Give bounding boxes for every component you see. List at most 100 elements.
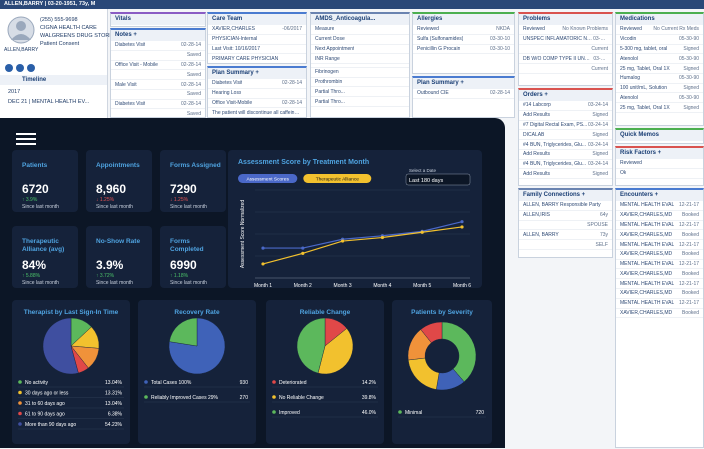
row-text: #7 Digital Rectal Exam, PS... bbox=[523, 121, 588, 128]
row-meta: Saved bbox=[186, 110, 201, 117]
row-meta: 12-21-17 bbox=[678, 221, 699, 228]
row-meta: Signed bbox=[592, 131, 608, 138]
row-text: XAVIER,CHARLES,MD bbox=[620, 309, 673, 316]
row-text: DICALAB bbox=[523, 131, 545, 138]
patient-header: ALLEN,BARRY | 03-20-1951, 73y, M bbox=[0, 0, 704, 9]
widget: Orders + #14 Labcorp 03-24-14 Add Results Si… bbox=[518, 88, 613, 186]
row-text: Partial Thro... bbox=[315, 98, 345, 105]
widget-title: Plan Summary + bbox=[413, 78, 514, 89]
kpi-label: Appointments bbox=[96, 162, 140, 169]
row-meta: 05-30-90 bbox=[678, 75, 699, 82]
widget-title: Medications bbox=[616, 14, 703, 25]
legend-label: No Reliable Change bbox=[279, 395, 324, 401]
legend-dot bbox=[272, 395, 276, 399]
legend-value: 54.23% bbox=[105, 422, 123, 428]
row-text: MENTAL HEALTH EVAL bbox=[620, 300, 675, 307]
widget-row: ALLEN,IRIS 64y bbox=[519, 211, 612, 221]
widget-row: ALLEN, BARRY Responsible Party bbox=[519, 201, 612, 211]
row-text: XAVIER,CHARLES,MD bbox=[620, 290, 673, 297]
legend-dot bbox=[18, 401, 22, 405]
widget-row: Atenolol 05-30-90 bbox=[616, 54, 703, 65]
widget-title: Problems bbox=[519, 14, 612, 25]
patient-line: WALGREENS DRUG STORE #05776 bbox=[40, 33, 133, 39]
widget-row: Saved bbox=[111, 109, 205, 117]
widget-row: 100 unit/mL, Solution Signed bbox=[616, 84, 703, 94]
row-meta: 03-24-14 bbox=[587, 102, 608, 109]
row-meta: SELF bbox=[595, 241, 608, 248]
kpi-note: Since last month bbox=[22, 204, 59, 210]
kpi-card: Patients 6720 ↑ 3.9% Since last month bbox=[12, 150, 78, 212]
widget-row: Diabetes Visit 02-28-14 bbox=[111, 41, 205, 51]
timeline-entry: DEC 21 | MENTAL HEALTH EV... bbox=[8, 99, 90, 105]
row-meta: SPOUSE bbox=[587, 221, 608, 228]
row-text: Hearing Loss bbox=[212, 90, 242, 97]
legend-label: Assessment Scores bbox=[246, 177, 289, 183]
pie-slice bbox=[441, 321, 477, 383]
x-tick-label: Month 3 bbox=[334, 283, 352, 288]
row-text: INR Range bbox=[315, 55, 340, 62]
row-text: XAVIER,CHARLES bbox=[212, 26, 255, 33]
row-text: Atenolol bbox=[620, 55, 639, 62]
widget-row: XAVIER,CHARLES,MD Booked bbox=[616, 211, 703, 221]
row-text: Partial Thro... bbox=[315, 88, 345, 95]
legend-value: 720 bbox=[476, 410, 485, 416]
x-tick-label: Month 5 bbox=[413, 283, 431, 288]
widget-row: Fibrinogen bbox=[311, 68, 409, 78]
widget-row: #14 Labcorp 03-24-14 bbox=[519, 101, 612, 111]
row-meta: Signed bbox=[683, 45, 699, 52]
row-text: The patient will discontinue all caffein… bbox=[212, 109, 302, 116]
widget: Encounters + MENTAL HEALTH EVAL 12-21-17 XA… bbox=[615, 188, 704, 448]
kpi-note: Since last month bbox=[170, 280, 207, 286]
row-meta: 03-30-10 bbox=[593, 55, 608, 62]
kpi-label: No-Show Rate bbox=[96, 238, 141, 245]
legend-value: 270 bbox=[240, 395, 249, 401]
widget-row: 5-300 mg, tablet, oral Signed bbox=[616, 45, 703, 55]
widget-row: Add Results Signed bbox=[519, 150, 612, 160]
row-meta: Signed bbox=[683, 85, 699, 92]
kpi-change: ↑ 1.18% bbox=[170, 273, 189, 279]
legend-dot bbox=[398, 410, 402, 414]
widget-row: Reviewed bbox=[616, 159, 703, 169]
row-text: Last Visit: 10/16/2017 bbox=[212, 45, 260, 52]
x-tick-label: Month 6 bbox=[453, 283, 471, 288]
widget-row: Current Dose bbox=[311, 35, 409, 45]
kpi-note: Since last month bbox=[170, 204, 207, 210]
row-text: #4 BUN, Triglycerides, Glu... bbox=[523, 141, 587, 148]
widget-title: Notes + bbox=[111, 30, 205, 41]
row-text: #4 BUN, Triglycerides, Glu... bbox=[523, 161, 587, 168]
legend-dot bbox=[18, 411, 22, 416]
row-text: MENTAL HEALTH EVAL bbox=[620, 241, 675, 248]
row-meta: 02-28-14 bbox=[489, 90, 510, 97]
patient-panel: ALLEN,BARRY (255) 555-9698 CIGNA HEALTH … bbox=[0, 9, 133, 118]
widget: Problems Reviewed No Known Problems UNSPEC … bbox=[518, 12, 613, 86]
pie-card: Patients by Severity Minimal 720 bbox=[392, 300, 492, 444]
pie-slice bbox=[317, 328, 354, 375]
row-meta: Booked bbox=[682, 290, 699, 297]
row-text: PRIMARY CARE PHYSICIAN bbox=[212, 55, 279, 62]
kpi-value: 7290 bbox=[170, 182, 197, 196]
line-point bbox=[420, 230, 424, 234]
legend-label: Reliably Improved Cases 29% bbox=[151, 395, 219, 401]
menu-button[interactable] bbox=[16, 132, 36, 146]
line-point bbox=[301, 246, 305, 250]
kpi-card: Therapeutic Alliance (avg) 84% ↑ 5.88% Sinc… bbox=[12, 226, 78, 288]
widget-row: Measure bbox=[311, 25, 409, 35]
date-select[interactable] bbox=[405, 173, 471, 186]
chart-title: Therapist by Last Sign-In Time bbox=[24, 309, 119, 316]
widget-row bbox=[311, 64, 409, 68]
widget: AMDS_Anticoagula... Measure Current Dose Ne… bbox=[310, 12, 410, 118]
widget-title: AMDS_Anticoagula... bbox=[311, 14, 409, 25]
row-meta: Signed bbox=[683, 65, 699, 72]
row-text: XAVIER,CHARLES,MD bbox=[620, 251, 673, 258]
row-text: MENTAL HEALTH EVAL bbox=[620, 202, 675, 209]
row-text: DB W/O COMP TYPE II UNCONTROLLED bbox=[523, 55, 593, 62]
patient-line: (255) 555-9698 bbox=[40, 17, 78, 23]
pie-card: Recovery Rate Total Cases 100% 930 Reliably… bbox=[138, 300, 256, 444]
row-meta: 02-28-14 bbox=[281, 99, 302, 106]
widget-title: Orders + bbox=[519, 90, 612, 101]
row-meta: 12-21-17 bbox=[678, 300, 699, 307]
widget: Medications Reviewed No Current Rx Meds Vic… bbox=[615, 12, 704, 126]
row-meta: 12-21-17 bbox=[678, 241, 699, 248]
row-text: Next Appointment bbox=[315, 45, 355, 52]
row-text: Current Dose bbox=[315, 36, 345, 43]
